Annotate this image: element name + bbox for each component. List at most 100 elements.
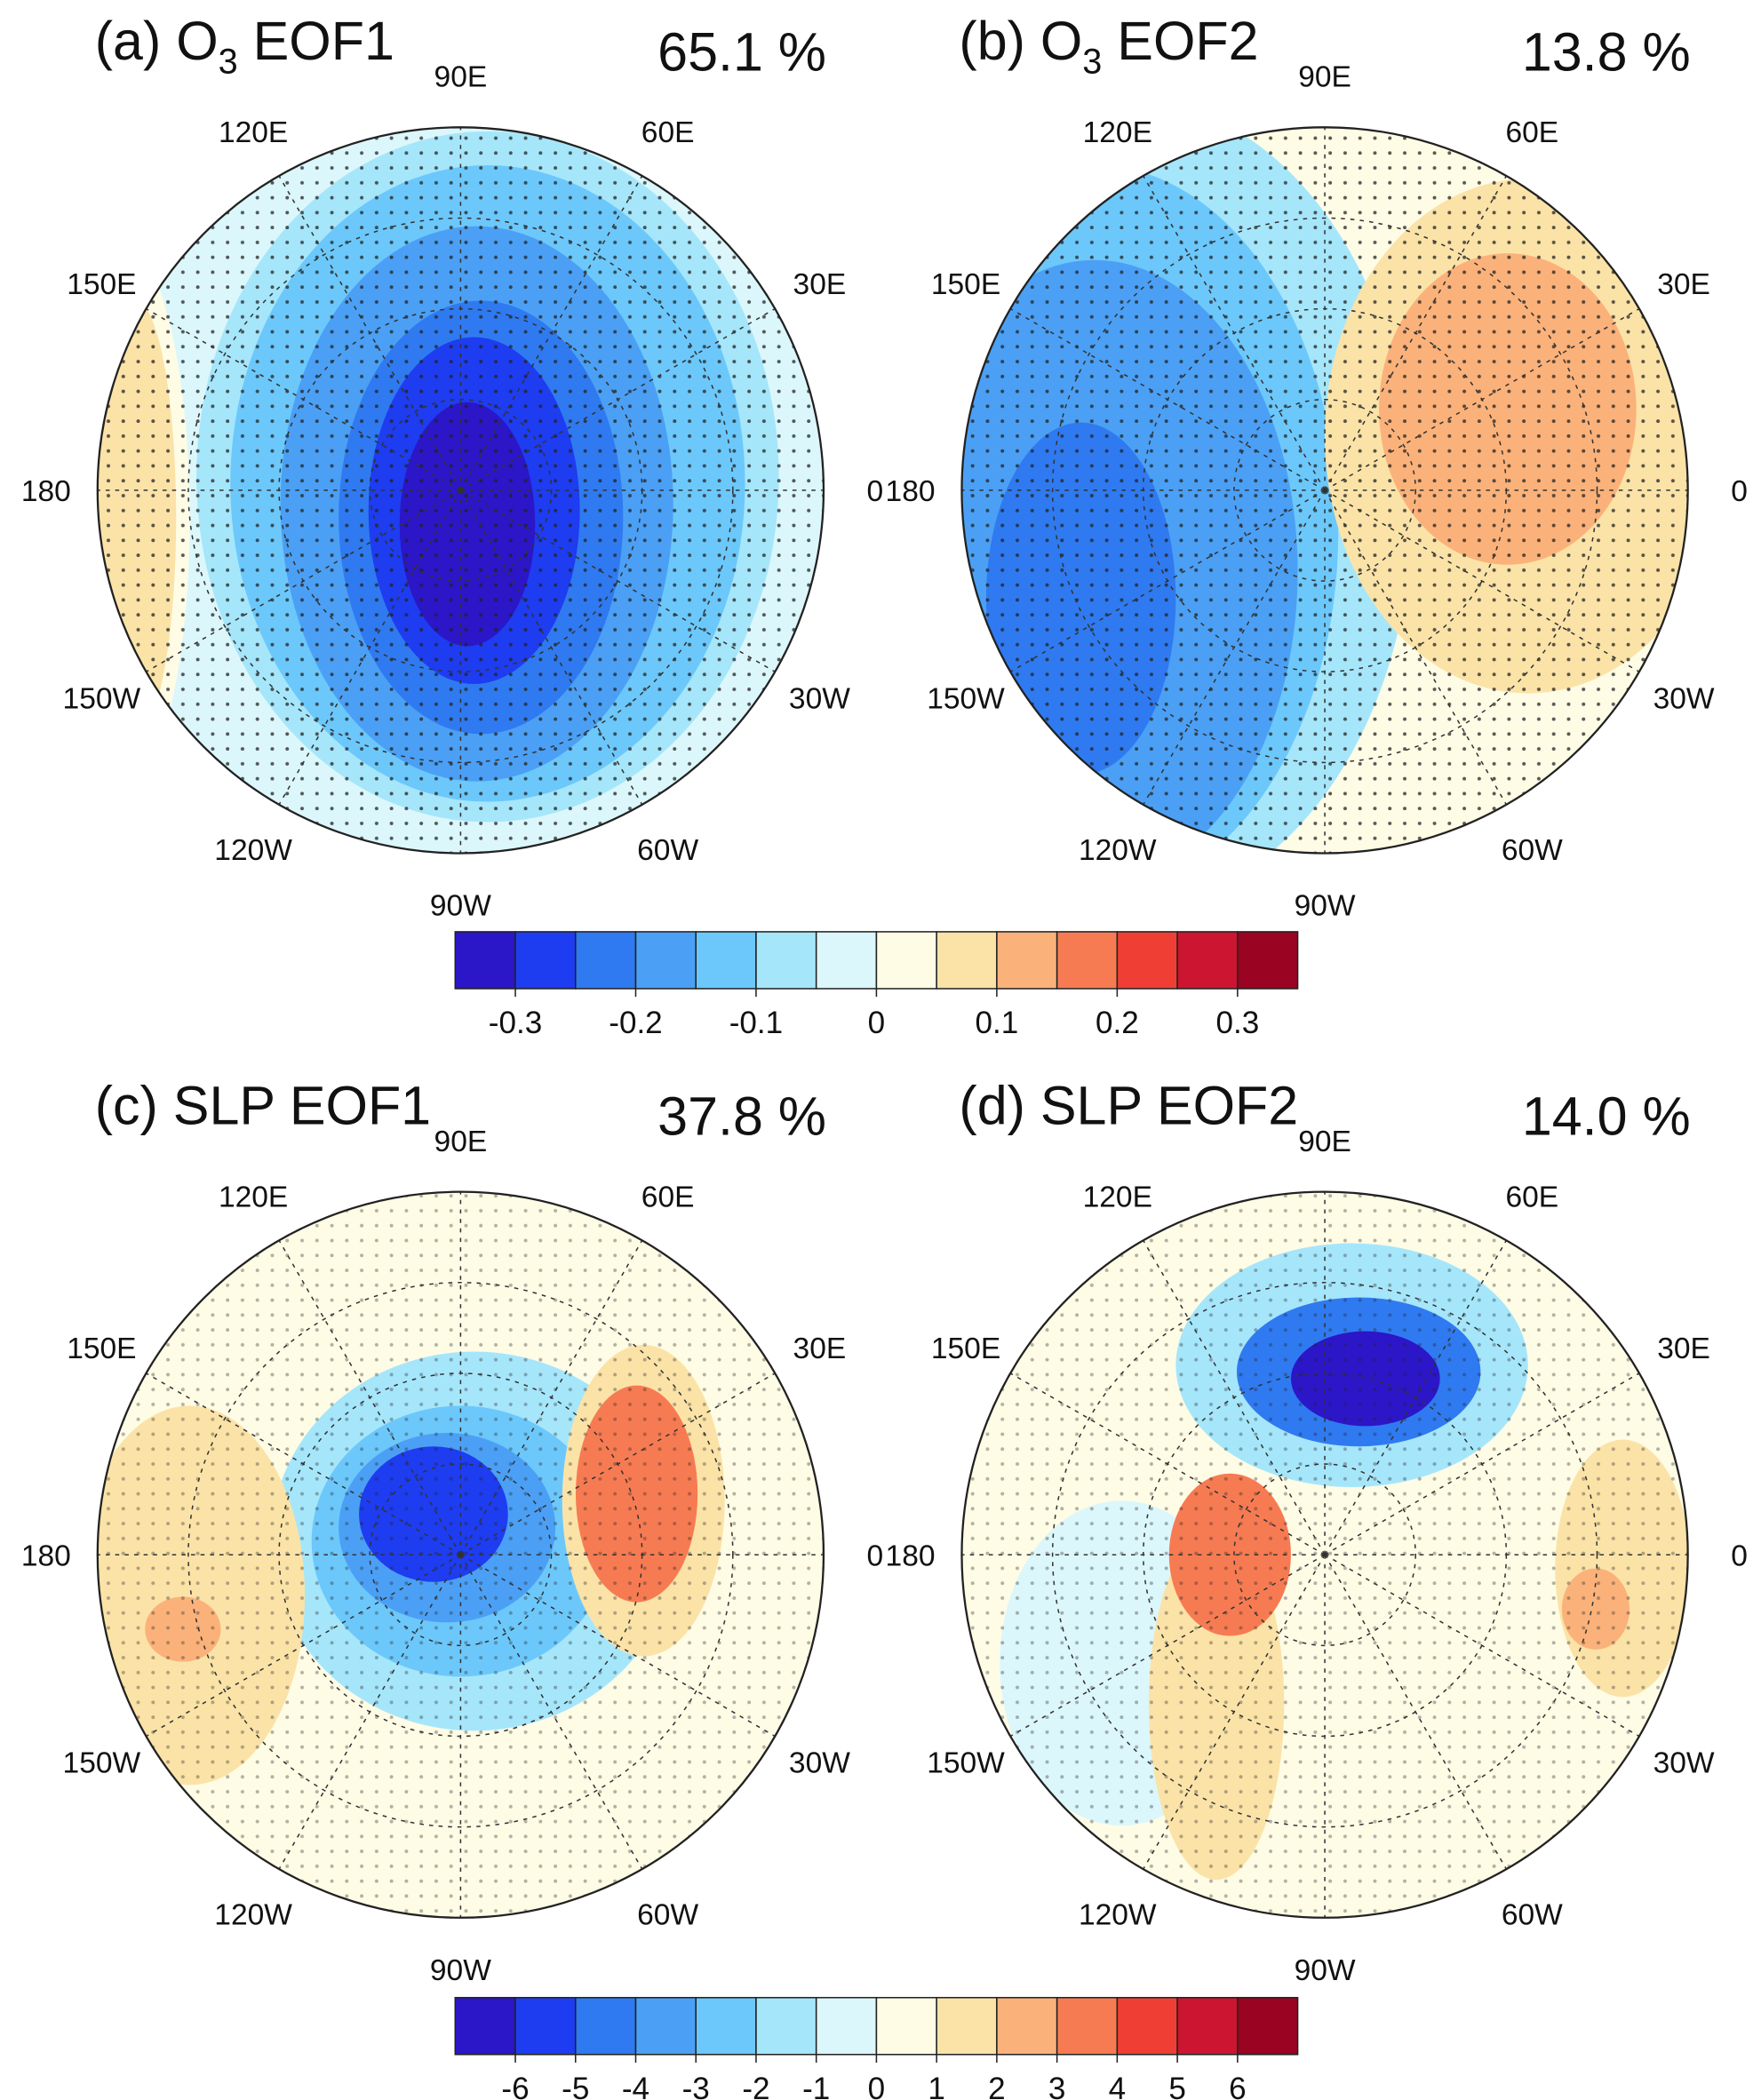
colorbar-tick-label: 0 xyxy=(868,1006,886,1040)
explained-variance: 37.8 % xyxy=(657,1086,826,1147)
meridian xyxy=(278,489,462,806)
longitude-label: 180 xyxy=(21,475,71,508)
longitude-label: 90W xyxy=(1295,890,1356,923)
colorbar-tick-label: -5 xyxy=(562,2072,589,2100)
longitude-label: 60E xyxy=(641,116,695,149)
colorbar-box xyxy=(755,1996,817,2056)
colorbar-box xyxy=(514,931,577,990)
meridian xyxy=(460,1554,776,1738)
latitude-circle xyxy=(1051,217,1598,764)
colorbar-tick-label: 0.1 xyxy=(976,1006,1019,1040)
longitude-label: 90W xyxy=(1295,1954,1356,1987)
longitude-label: 120W xyxy=(214,1898,292,1931)
title-text: (c) SLP EOF1 xyxy=(95,1075,431,1135)
colorbar-box xyxy=(634,931,697,990)
longitude-label: 150E xyxy=(67,268,136,301)
meridian xyxy=(146,1554,461,1738)
map-panel: 0 30E 60E 90E 120E 150E 180 150W 120W 90W 60W 30W (c… xyxy=(21,1075,883,1987)
title-text: (d) SLP EOF2 xyxy=(959,1075,1298,1135)
colorbar-tick-label: 3 xyxy=(1048,2072,1066,2100)
longitude-label: 150W xyxy=(927,1747,1005,1780)
map-field xyxy=(961,127,1688,854)
longitude-label: 90E xyxy=(434,61,488,94)
longitude-label: 30E xyxy=(1657,1332,1710,1365)
title-subscript: 3 xyxy=(1082,42,1102,81)
colorbar-box xyxy=(514,1996,577,2056)
meridian xyxy=(146,489,461,672)
colorbar: -0.3 -0.2 -0.1 0 0.1 0.2 0.3 xyxy=(454,931,1299,1040)
longitude-label: 150E xyxy=(67,1332,136,1365)
meridian xyxy=(1324,489,1640,672)
panel-title: (c) SLP EOF1 xyxy=(95,1075,431,1135)
map-panel: 0 30E 60E 90E 120E 150E 180 150W 120W 90W 60W 30W (a… xyxy=(21,11,883,923)
longitude-label: 90E xyxy=(1298,1126,1351,1158)
longitude-label: 120W xyxy=(1079,834,1157,867)
colorbar-tick-label: 5 xyxy=(1168,2072,1186,2100)
longitude-label: 150E xyxy=(931,268,1000,301)
colorbar-box xyxy=(1176,1996,1239,2056)
meridian xyxy=(1324,489,1508,806)
latitude-circle xyxy=(1051,1282,1598,1828)
colorbar-box xyxy=(1237,1996,1299,2056)
meridian xyxy=(1143,1554,1326,1870)
latitude-circle xyxy=(1233,398,1416,582)
longitude-label: 90E xyxy=(434,1126,488,1158)
title-text: (b) O xyxy=(959,11,1082,71)
longitude-label: 150E xyxy=(931,1332,1000,1365)
colorbar-box xyxy=(1176,931,1239,990)
latitude-circle xyxy=(187,1282,734,1828)
panel-title: (b) O3 EOF2 xyxy=(959,11,1258,81)
longitude-label: 30W xyxy=(1653,682,1715,715)
meridian xyxy=(1324,1239,1508,1555)
map-border xyxy=(960,126,1689,855)
meridian xyxy=(146,1372,461,1555)
colorbar-box xyxy=(634,1996,697,2056)
meridian xyxy=(278,175,462,491)
map-field xyxy=(97,127,824,854)
longitude-label: 30W xyxy=(1653,1747,1715,1780)
colorbar-box xyxy=(996,931,1058,990)
colorbar-tick-label: -0.3 xyxy=(489,1006,542,1040)
meridian xyxy=(278,1554,462,1870)
longitude-label: 90W xyxy=(430,1954,491,1987)
longitude-label: 120W xyxy=(1079,1898,1157,1931)
longitude-label: 90W xyxy=(430,890,491,923)
longitude-label: 0 xyxy=(1731,475,1748,508)
colorbar-tick-label: 0.3 xyxy=(1215,1006,1259,1040)
meridian xyxy=(1143,1239,1326,1555)
meridian xyxy=(459,1239,643,1555)
colorbar-tick-label: 4 xyxy=(1109,2072,1127,2100)
colorbar-box xyxy=(1237,931,1299,990)
latitude-circle xyxy=(187,217,734,764)
title-subscript: 3 xyxy=(219,42,238,81)
meridian xyxy=(146,307,461,491)
colorbar-tick-label: 0.2 xyxy=(1096,1006,1139,1040)
meridian xyxy=(460,489,776,672)
map-border xyxy=(96,126,825,855)
colorbar-tick-label: 0 xyxy=(868,2072,886,2100)
longitude-label: 120E xyxy=(219,1181,288,1213)
colorbar-tick-label: -1 xyxy=(802,2072,830,2100)
longitude-label: 120E xyxy=(1083,1181,1152,1213)
explained-variance: 65.1 % xyxy=(657,21,826,82)
longitude-label: 30E xyxy=(1657,268,1710,301)
longitude-label: 120W xyxy=(214,834,292,867)
meridian xyxy=(460,307,776,491)
colorbar-box xyxy=(1056,931,1119,990)
colorbar-tick-label: 6 xyxy=(1229,2072,1247,2100)
colorbar-box xyxy=(936,1996,998,2056)
longitude-label: 150W xyxy=(63,682,141,715)
longitude-label: 30W xyxy=(789,1747,850,1780)
colorbar-box xyxy=(695,1996,757,2056)
colorbar-box xyxy=(574,1996,637,2056)
map-panel: 0 30E 60E 90E 120E 150E 180 150W 120W 90W 60W 30W (b… xyxy=(886,11,1748,923)
colorbar-tick-label: -6 xyxy=(501,2072,529,2100)
longitude-label: 30E xyxy=(793,268,847,301)
longitude-label: 180 xyxy=(886,475,936,508)
meridian xyxy=(278,1239,462,1555)
longitude-label: 60W xyxy=(1502,1898,1563,1931)
colorbar-box xyxy=(454,931,516,990)
colorbar-box xyxy=(574,931,637,990)
meridian xyxy=(1324,1372,1640,1555)
longitude-label: 60W xyxy=(1502,834,1563,867)
